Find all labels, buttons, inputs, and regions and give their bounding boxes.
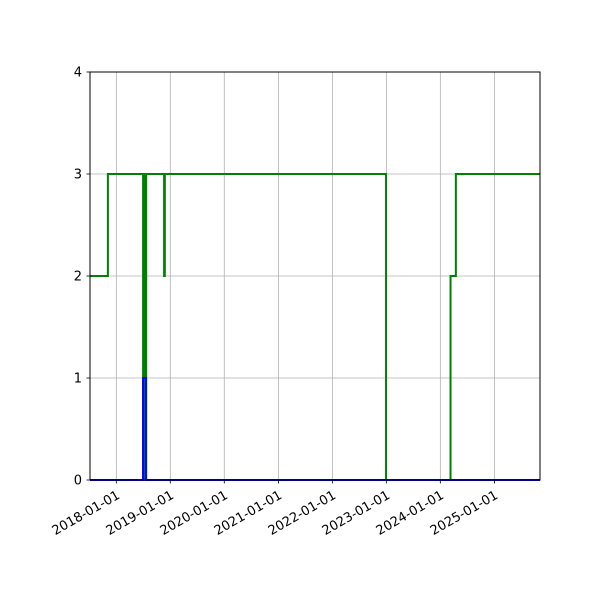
- x-axis: 2018-01-012019-01-012020-01-012021-01-01…: [50, 480, 501, 539]
- series-layer: [90, 173, 540, 481]
- y-tick-label: 2: [74, 270, 82, 285]
- series-line: [90, 377, 540, 481]
- y-tick-label: 0: [74, 474, 82, 489]
- grid-layer: [90, 71, 540, 481]
- y-tick-label: 3: [74, 168, 82, 183]
- y-tick-label: 1: [74, 372, 82, 387]
- series-line: [90, 173, 540, 481]
- y-axis: 0 1 2 3 4: [74, 66, 90, 489]
- y-tick-label: 4: [74, 66, 82, 81]
